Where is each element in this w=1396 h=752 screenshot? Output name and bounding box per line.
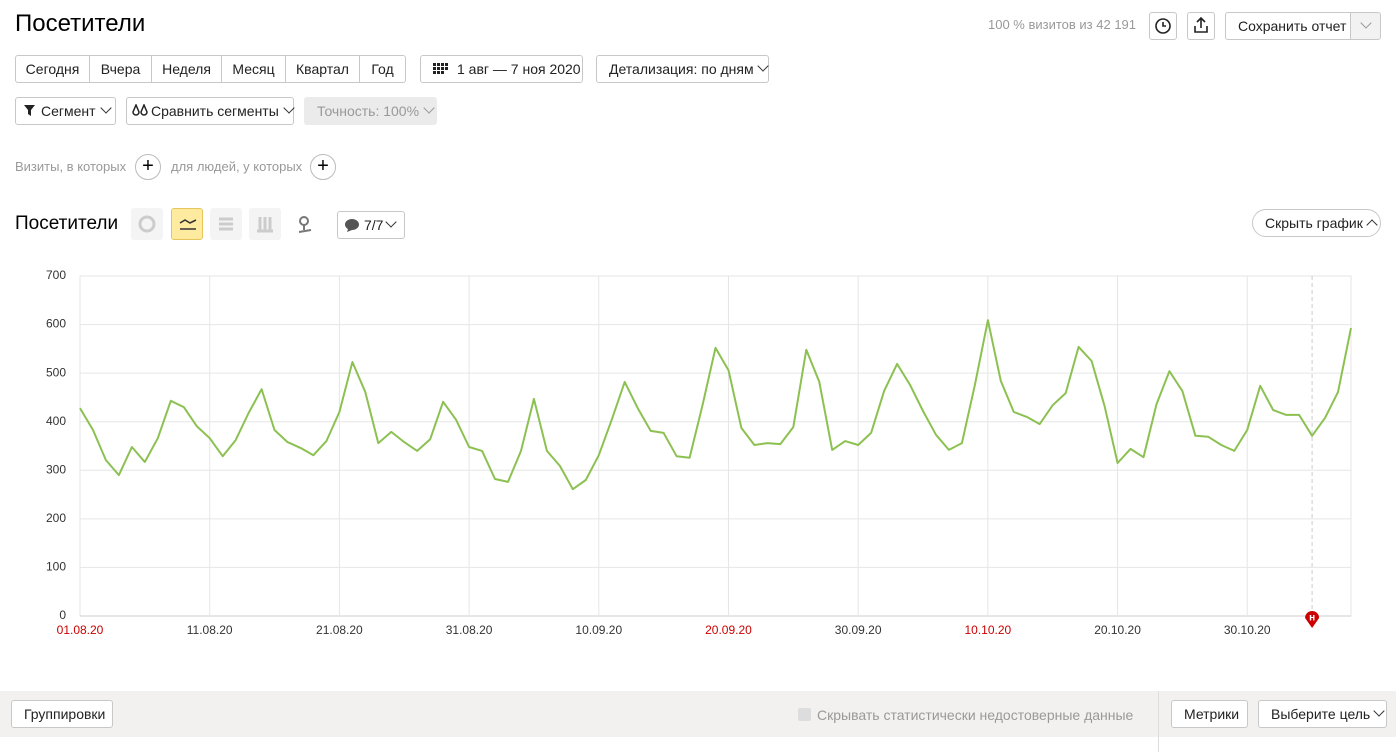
annotation-text: н (1309, 613, 1315, 624)
clock-icon (1155, 18, 1171, 34)
bar-chart-button[interactable] (249, 208, 281, 240)
area-chart-button[interactable] (210, 208, 242, 240)
y-tick-label: 400 (46, 414, 66, 428)
line-chart: 0 100 200 300 400 500 600 700 01.08.20 11.08.20 21… (46, 268, 1352, 637)
period-button[interactable]: Сегодня (15, 55, 90, 83)
metrics-button[interactable]: Метрики (1171, 700, 1248, 728)
hide-chart-button[interactable]: Скрыть график (1252, 209, 1381, 237)
area-icon (219, 217, 233, 231)
compare-icon (132, 103, 148, 116)
period-button[interactable]: Месяц (222, 55, 286, 83)
export-button[interactable] (1187, 12, 1215, 40)
y-tick-label: 300 (46, 462, 66, 476)
hide-chart-label: Скрыть график (1265, 215, 1363, 231)
y-tick-label: 500 (46, 365, 66, 379)
line-icon (179, 219, 197, 230)
detail-button[interactable]: Детализация: по дням (596, 55, 769, 83)
x-tick-label: 21.08.20 (316, 623, 363, 637)
line-series (79, 319, 1352, 491)
history-button[interactable] (1149, 12, 1177, 40)
x-tick-label: 10.10.20 (964, 623, 1011, 637)
pie-icon (138, 215, 156, 233)
detail-label: Детализация: по дням (609, 61, 754, 77)
sample-info: 100 % визитов из 42 191 (988, 17, 1137, 32)
export-icon (1194, 16, 1208, 33)
save-dropdown[interactable] (1350, 12, 1381, 40)
notes-button[interactable]: 7/7 (337, 211, 405, 239)
calendar-icon (433, 63, 448, 74)
x-tick-label: 20.10.20 (1094, 623, 1141, 637)
filter-icon (24, 105, 35, 116)
groupings-button[interactable]: Группировки (11, 700, 113, 728)
x-tick-label: 31.08.20 (446, 623, 493, 637)
map-icon (298, 216, 312, 233)
map-button[interactable] (289, 208, 321, 240)
date-range-button[interactable]: 1 авг — 7 ноя 2020 (420, 55, 583, 83)
hide-unreliable-label: Скрывать статистически недостоверные дан… (817, 707, 1134, 723)
pie-chart-button[interactable] (131, 208, 163, 240)
accuracy-button[interactable]: Точность: 100% (304, 97, 437, 125)
y-tick-label: 200 (46, 511, 66, 525)
period-button[interactable]: Квартал (286, 55, 360, 83)
x-tick-label: 30.10.20 (1224, 623, 1271, 637)
y-tick-label: 700 (46, 268, 66, 282)
x-tick-label: 20.09.20 (705, 623, 752, 637)
plot-area (79, 275, 1352, 617)
save-report-button[interactable]: Сохранить отчет (1225, 12, 1351, 40)
x-tick-label: 01.08.20 (57, 623, 104, 637)
add-visit-filter[interactable]: + (135, 154, 161, 180)
add-people-filter[interactable]: + (310, 154, 336, 180)
visits-filter-label: Визиты, в которых (15, 159, 127, 174)
period-button[interactable]: Вчера (90, 55, 152, 83)
y-tick-label: 0 (59, 608, 66, 622)
footer-bar (0, 691, 1396, 737)
x-tick-label: 10.09.20 (575, 623, 622, 637)
line-chart-button[interactable] (171, 208, 203, 240)
x-tick-label: 11.08.20 (187, 623, 233, 637)
annotation-marker (1305, 611, 1320, 628)
notes-icon (345, 219, 359, 232)
notes-count: 7/7 (364, 217, 384, 233)
checkbox[interactable] (798, 708, 811, 721)
segment-label: Сегмент (41, 103, 96, 119)
compare-label: Сравнить сегменты (151, 103, 279, 119)
chart-title: Посетители (15, 213, 119, 234)
page-title: Посетители (15, 10, 146, 37)
period-button[interactable]: Год (360, 55, 406, 83)
goal-button[interactable]: Выберите цель (1258, 700, 1387, 728)
goal-label: Выберите цель (1271, 706, 1371, 722)
bar-icon (257, 217, 273, 233)
y-tick-label: 600 (46, 317, 66, 331)
period-button[interactable]: Неделя (152, 55, 222, 83)
accuracy-label: Точность: 100% (317, 103, 420, 119)
x-tick-label: 30.09.20 (835, 623, 882, 637)
date-range: 1 авг — 7 ноя 2020 (457, 61, 581, 77)
divider (1158, 691, 1159, 752)
compare-button[interactable]: Сравнить сегменты (126, 97, 295, 125)
people-filter-label: для людей, у которых (171, 159, 303, 174)
segment-button[interactable]: Сегмент (15, 97, 116, 125)
y-tick-label: 100 (46, 560, 66, 574)
